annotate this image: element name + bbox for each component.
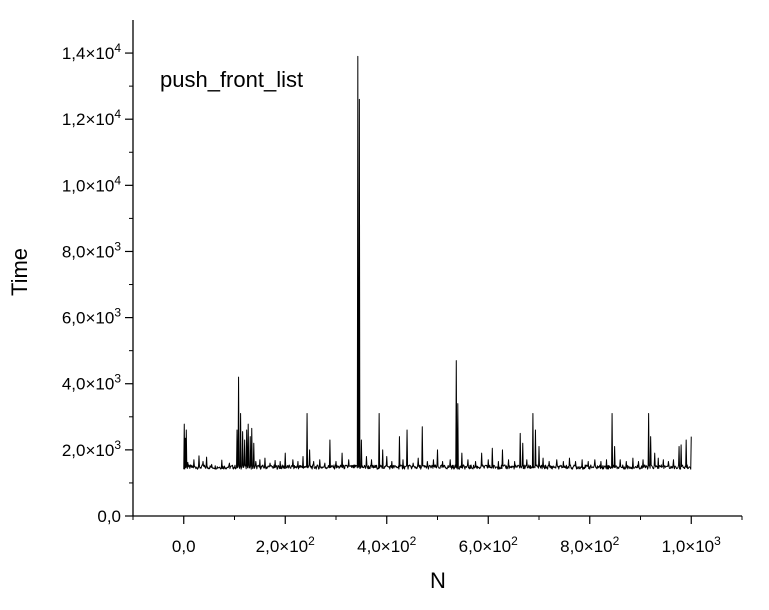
y-tick-label: 0,0 <box>97 507 121 526</box>
y-tick-label: 2,0×103 <box>62 438 121 460</box>
x-tick-label: 0,0 <box>172 537 196 556</box>
y-tick-label: 1,2×104 <box>62 107 121 129</box>
y-tick-label: 6,0×103 <box>62 306 121 328</box>
y-tick-label: 4,0×103 <box>62 372 121 394</box>
x-tick-label: 2,0×102 <box>256 534 315 556</box>
y-tick-label: 1,0×104 <box>62 173 121 195</box>
y-axis-title: Time <box>7 248 32 296</box>
chart-legend-label: push_front_list <box>160 67 303 92</box>
x-tick-label: 8,0×102 <box>560 534 619 556</box>
x-tick-label: 6,0×102 <box>459 534 518 556</box>
series-line <box>183 55 692 470</box>
plot-area <box>183 55 692 470</box>
x-tick-label: 4,0×102 <box>357 534 416 556</box>
x-axis-title: N <box>430 568 446 593</box>
axes: 0,0 2,0×103 4,0×103 6,0×103 8,0×103 1,0×104 1,… <box>62 20 743 556</box>
y-tick-label: 1,4×104 <box>62 41 121 63</box>
x-tick-label: 1,0×103 <box>662 534 721 556</box>
y-tick-label: 8,0×103 <box>62 239 121 261</box>
